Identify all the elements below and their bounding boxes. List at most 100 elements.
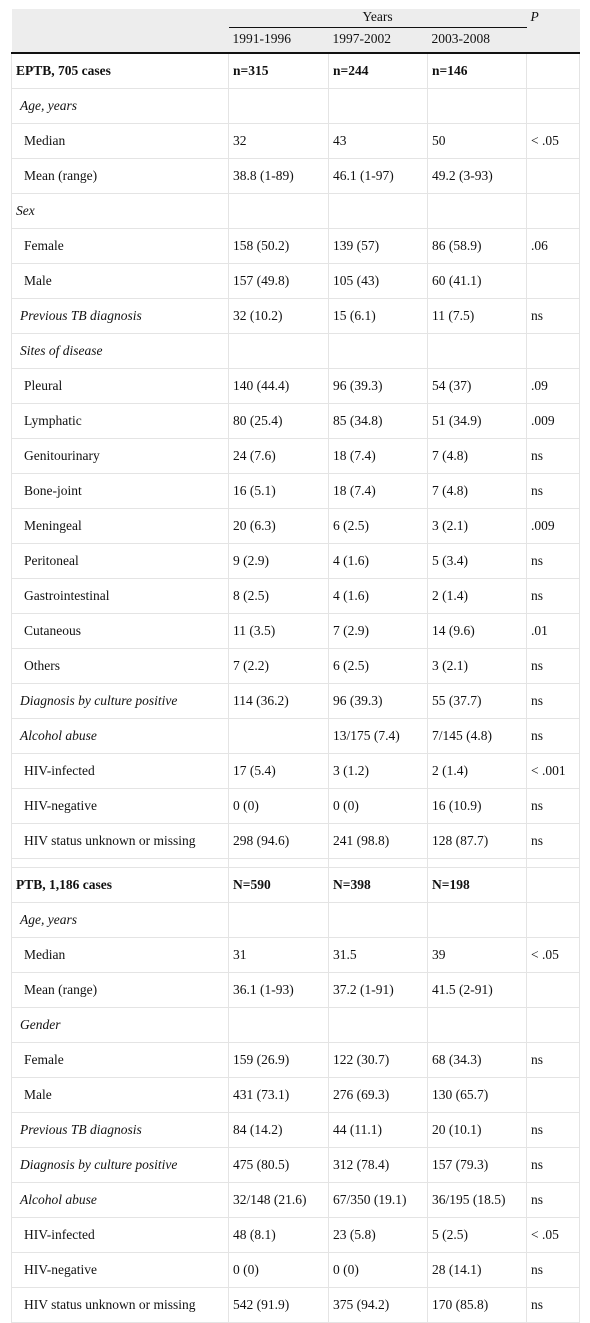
- p-value-cell: ns: [526, 438, 581, 474]
- value-cell: 298 (94.6): [228, 823, 329, 859]
- years-header: Years: [228, 9, 527, 28]
- table-row: HIV-negative 0 (0) 0 (0) 28 (14.1) ns: [11, 1252, 581, 1288]
- value-cell: 475 (80.5): [228, 1147, 329, 1183]
- p-cell: [526, 53, 581, 89]
- value-cell: [426, 1007, 527, 1043]
- row-label: HIV status unknown or missing: [11, 1287, 229, 1323]
- value-cell: [426, 333, 527, 369]
- value-cell: 4 (1.6): [328, 578, 428, 614]
- value-cell: 11 (7.5): [426, 298, 527, 334]
- spacer-cell: [426, 858, 527, 868]
- value-cell: 7 (2.2): [228, 648, 329, 684]
- value-cell: 114 (36.2): [228, 683, 329, 719]
- value-cell: 85 (34.8): [328, 403, 428, 439]
- value-cell: 241 (98.8): [328, 823, 428, 859]
- value-cell: 68 (34.3): [426, 1042, 527, 1078]
- tuberculosis-characteristics-table: Years P 1991-1996 1997-2002 2003-2008 EP…: [11, 9, 581, 1323]
- row-label: Sex: [11, 193, 229, 229]
- value-cell: 157 (79.3): [426, 1147, 527, 1183]
- p-value-cell: ns: [526, 1287, 581, 1323]
- table-row: HIV-infected 48 (8.1) 23 (5.8) 5 (2.5) < .05: [11, 1217, 581, 1253]
- value-cell: 542 (91.9): [228, 1287, 329, 1323]
- value-cell: 24 (7.6): [228, 438, 329, 474]
- table-row: Gastrointestinal 8 (2.5) 4 (1.6) 2 (1.4) ns: [11, 578, 581, 614]
- value-cell: [426, 88, 527, 124]
- period-header-3: 2003-2008: [427, 27, 527, 54]
- value-cell: 96 (39.3): [328, 368, 428, 404]
- value-cell: 0 (0): [228, 788, 329, 824]
- p-value-cell: [526, 333, 581, 369]
- p-value-cell: .01: [526, 613, 581, 649]
- value-cell: 122 (30.7): [328, 1042, 428, 1078]
- p-value-cell: ns: [526, 788, 581, 824]
- value-cell: 23 (5.8): [328, 1217, 428, 1253]
- n-cell: n=146: [426, 53, 527, 89]
- p-value-cell: ns: [526, 648, 581, 684]
- value-cell: 9 (2.9): [228, 543, 329, 579]
- value-cell: [228, 718, 329, 754]
- spacer-cell: [526, 858, 581, 868]
- value-cell: 43: [328, 123, 428, 159]
- table-row: Previous TB diagnosis 32 (10.2) 15 (6.1) 11…: [11, 298, 581, 334]
- spacer-cell: [328, 858, 428, 868]
- table-row: HIV-negative 0 (0) 0 (0) 16 (10.9) ns: [11, 788, 581, 824]
- value-cell: 36/195 (18.5): [426, 1182, 527, 1218]
- row-label: Age, years: [11, 88, 229, 124]
- p-value-cell: < .05: [526, 937, 581, 973]
- table-row: Gender: [11, 1007, 581, 1043]
- value-cell: [228, 333, 329, 369]
- value-cell: 0 (0): [328, 1252, 428, 1288]
- row-label: Median: [11, 937, 229, 973]
- table-row: Female 158 (50.2) 139 (57) 86 (58.9) .06: [11, 228, 581, 264]
- row-label: Previous TB diagnosis: [11, 298, 229, 334]
- value-cell: 36.1 (1-93): [228, 972, 329, 1008]
- value-cell: 96 (39.3): [328, 683, 428, 719]
- value-cell: 139 (57): [328, 228, 428, 264]
- table-row: HIV-infected 17 (5.4) 3 (1.2) 2 (1.4) < .001: [11, 753, 581, 789]
- value-cell: 41.5 (2-91): [426, 972, 527, 1008]
- p-header-empty: [526, 27, 580, 54]
- value-cell: 6 (2.5): [328, 648, 428, 684]
- value-cell: [228, 193, 329, 229]
- table-row: Age, years: [11, 902, 581, 938]
- table-row: Sites of disease: [11, 333, 581, 369]
- value-cell: 38.8 (1-89): [228, 158, 329, 194]
- value-cell: 157 (49.8): [228, 263, 329, 299]
- p-value-cell: [526, 88, 581, 124]
- value-cell: 67/350 (19.1): [328, 1182, 428, 1218]
- table-row: Age, years: [11, 88, 581, 124]
- value-cell: 28 (14.1): [426, 1252, 527, 1288]
- n-cell: N=590: [228, 867, 329, 903]
- row-label: Cutaneous: [11, 613, 229, 649]
- value-cell: 16 (10.9): [426, 788, 527, 824]
- value-cell: 7 (4.8): [426, 438, 527, 474]
- value-cell: 17 (5.4): [228, 753, 329, 789]
- value-cell: 128 (87.7): [426, 823, 527, 859]
- row-label: HIV status unknown or missing: [11, 823, 229, 859]
- value-cell: 7 (4.8): [426, 473, 527, 509]
- table-row: Sex: [11, 193, 581, 229]
- value-cell: 7/145 (4.8): [426, 718, 527, 754]
- value-cell: 48 (8.1): [228, 1217, 329, 1253]
- ptb-section-row: PTB, 1,186 cases N=590 N=398 N=198: [11, 867, 581, 903]
- section-spacer: [11, 858, 581, 868]
- value-cell: [426, 193, 527, 229]
- spacer-cell: [228, 858, 329, 868]
- value-cell: 60 (41.1): [426, 263, 527, 299]
- table-row: Pleural 140 (44.4) 96 (39.3) 54 (37) .09: [11, 368, 581, 404]
- value-cell: 5 (3.4): [426, 543, 527, 579]
- table-row: Male 431 (73.1) 276 (69.3) 130 (65.7): [11, 1077, 581, 1113]
- p-value-cell: [526, 1077, 581, 1113]
- table-row: Diagnosis by culture positive 114 (36.2) 9…: [11, 683, 581, 719]
- row-label: Alcohol abuse: [11, 718, 229, 754]
- value-cell: 431 (73.1): [228, 1077, 329, 1113]
- value-cell: [328, 193, 428, 229]
- header-row-periods: 1991-1996 1997-2002 2003-2008: [11, 27, 580, 54]
- value-cell: 14 (9.6): [426, 613, 527, 649]
- row-label: HIV-negative: [11, 1252, 229, 1288]
- p-value-cell: ns: [526, 473, 581, 509]
- value-cell: 50: [426, 123, 527, 159]
- row-label: HIV-negative: [11, 788, 229, 824]
- value-cell: 130 (65.7): [426, 1077, 527, 1113]
- value-cell: [228, 902, 329, 938]
